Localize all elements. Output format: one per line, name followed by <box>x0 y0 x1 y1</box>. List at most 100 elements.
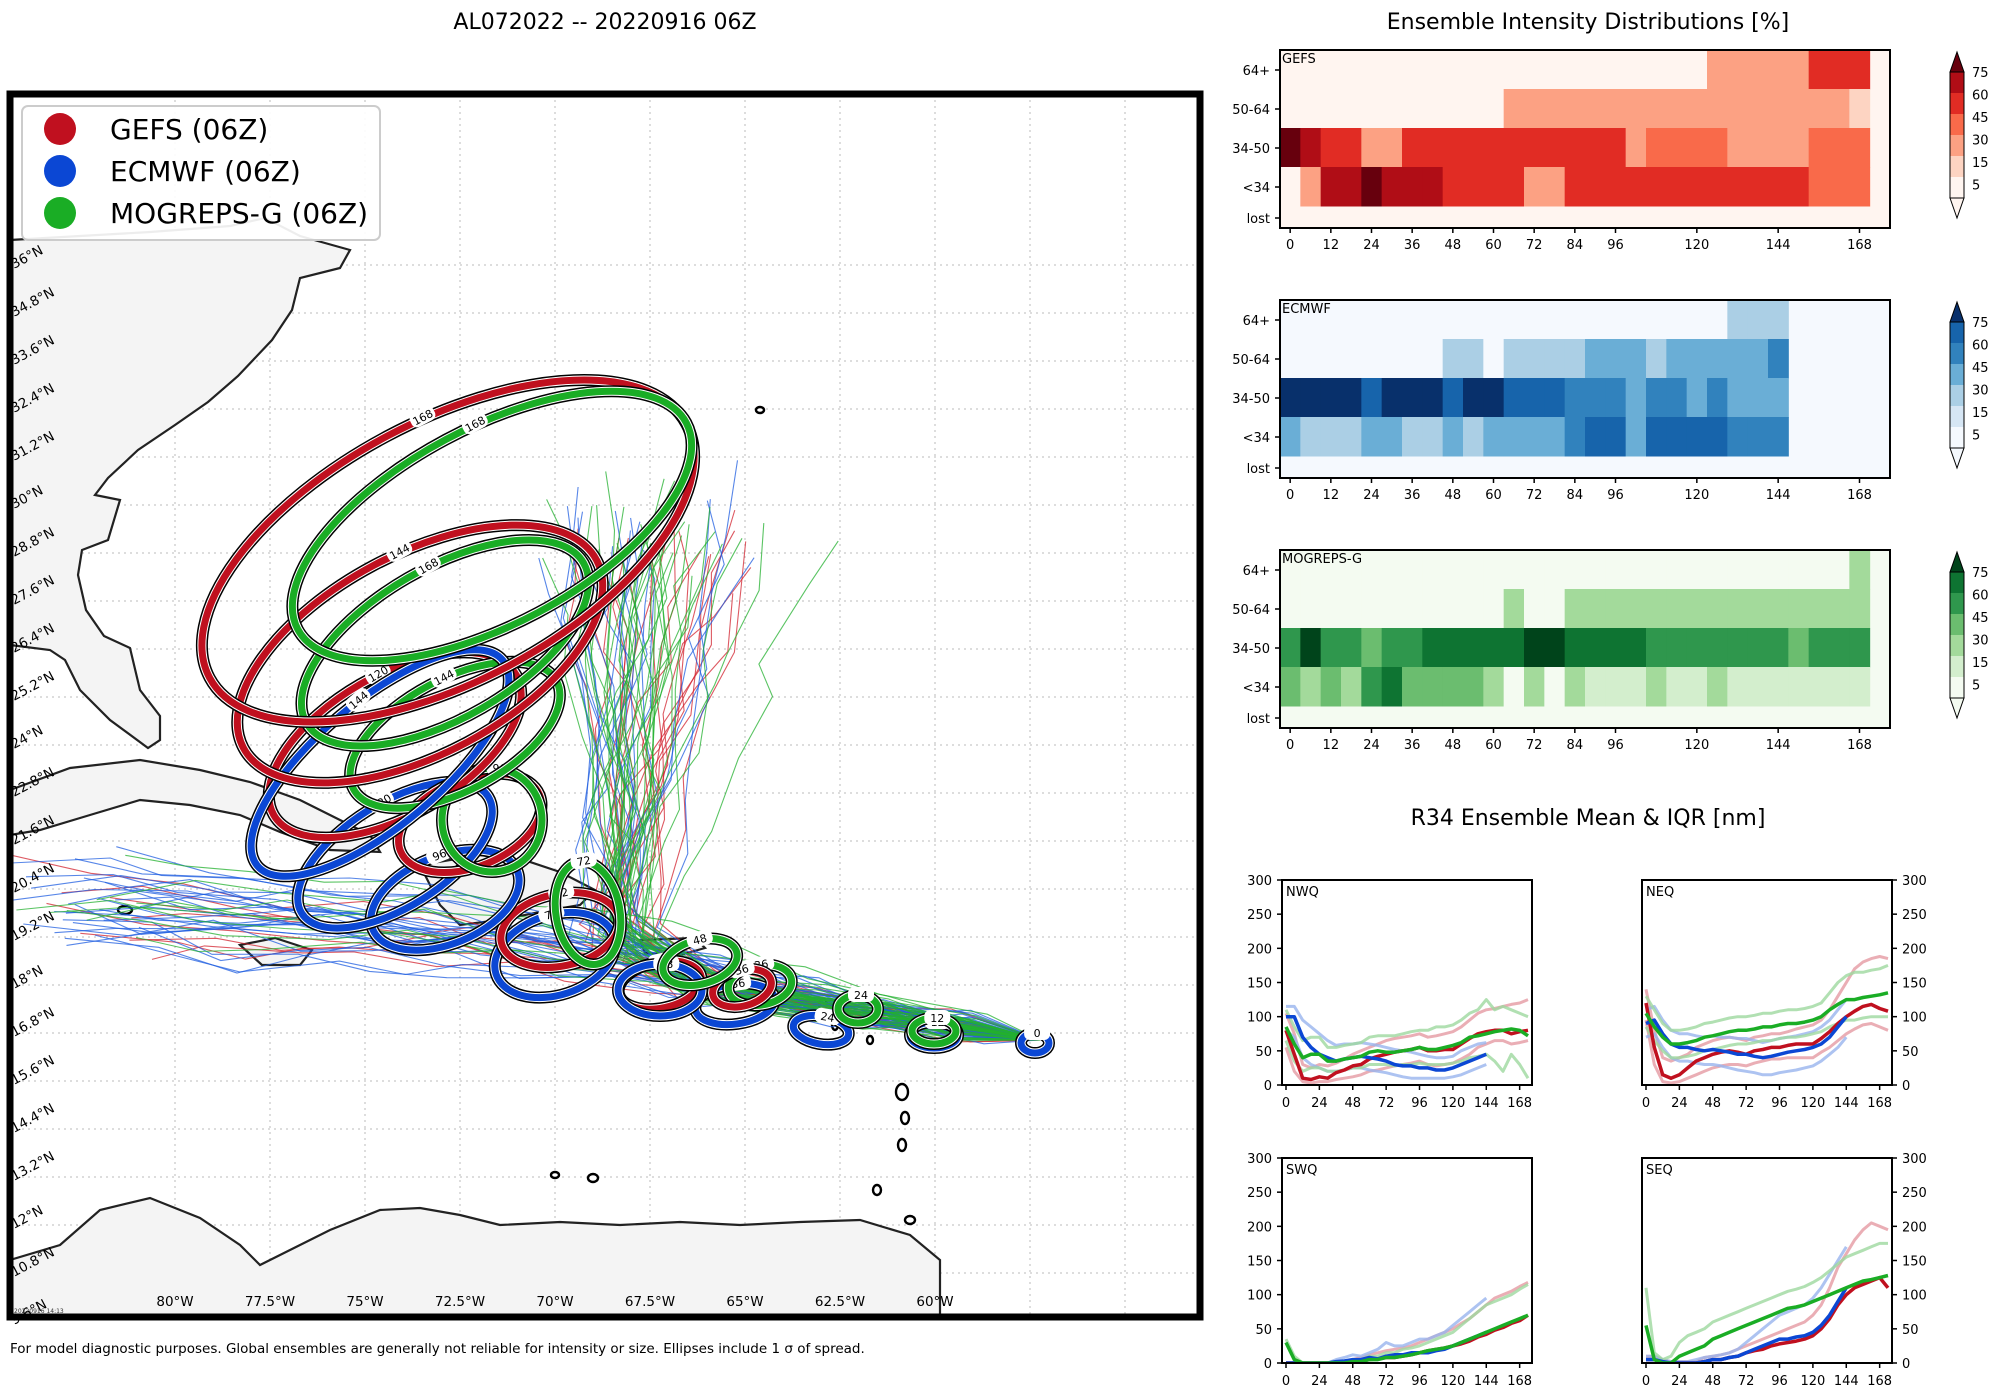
r34-series-line <box>1284 1313 1529 1363</box>
colorbar-segment <box>1950 572 1964 593</box>
heatmap-cell <box>1463 128 1484 168</box>
r34-y-tick-label: 150 <box>1902 977 1927 992</box>
heatmap-cell <box>1585 339 1606 379</box>
heatmap-cell <box>1564 628 1586 668</box>
r34-x-tick-label: 72 <box>1378 1374 1395 1389</box>
r34-y-tick-label: 300 <box>1247 1152 1272 1167</box>
r34-series-line <box>1284 1040 1530 1079</box>
r34-series-line <box>1644 1015 1888 1060</box>
heatmap-cell <box>1341 378 1362 418</box>
colorbar-bottom-arrow <box>1949 697 1965 720</box>
heatmap-cell <box>1646 50 1667 90</box>
colorbar-tick-label: 75 <box>1972 566 1989 581</box>
heatmap-cell <box>1300 628 1322 668</box>
heatmap-cell <box>1524 667 1545 707</box>
heatmap-cell <box>1666 300 1688 340</box>
heatmap-cell <box>1280 589 1301 629</box>
heatmap-cell <box>1381 339 1403 379</box>
r34-x-tick-label: 24 <box>1671 1374 1688 1389</box>
heatmap-x-tick-label: 168 <box>1847 238 1872 253</box>
heatmap-category-label: 64+ <box>1243 564 1270 579</box>
heatmap-cell <box>1788 550 1810 590</box>
heatmap-cell <box>1564 589 1586 629</box>
heatmap-cell <box>1544 550 1566 590</box>
heatmap-cell <box>1707 128 1728 168</box>
ellipse-ring <box>288 387 696 665</box>
heatmap-cell <box>1808 589 1830 629</box>
heatmap-cell <box>1524 167 1545 207</box>
colorbar-tick-label: 60 <box>1972 339 1989 354</box>
colorbar-tick-label: 5 <box>1972 679 1980 694</box>
r34-x-tick-label: 120 <box>1800 1096 1825 1111</box>
colorbar-top-arrow <box>1949 50 1965 73</box>
heatmap-cell <box>1361 300 1383 340</box>
heatmap-cell <box>1280 128 1301 168</box>
heatmap-cell <box>1544 339 1566 379</box>
heatmap-category-label: 64+ <box>1243 314 1270 329</box>
r34-x-tick-label: 24 <box>1311 1096 1328 1111</box>
heatmap-x-tick-label: 96 <box>1607 738 1624 753</box>
colorbar-bottom-arrow <box>1949 197 1965 220</box>
colorbar-segment <box>1950 72 1964 93</box>
heatmap-cell <box>1300 128 1322 168</box>
heatmap-cell <box>1402 589 1423 629</box>
heatmap-cell <box>1788 667 1810 707</box>
heatmap-cell <box>1503 50 1525 90</box>
heatmap-cell <box>1361 89 1383 129</box>
heatmap-cell <box>1768 300 1789 340</box>
r34-panel-swq: SWQ 300 250 200 150 100 50 00 24 48 72 96 120 144 168 <box>1247 1152 1533 1389</box>
heatmap-cell <box>1625 550 1647 590</box>
heatmap-cell <box>1503 300 1525 340</box>
heatmap-cell <box>1829 667 1850 707</box>
heatmap-cell <box>1320 589 1342 629</box>
heatmap-x-tick-label: 48 <box>1445 238 1462 253</box>
heatmap-cell <box>1605 167 1627 207</box>
heatmap-cell <box>1747 378 1769 418</box>
heatmap-cell <box>1747 667 1769 707</box>
longitude-label: 67.5°W <box>625 1294 675 1310</box>
heatmap-cell <box>1666 417 1688 457</box>
heatmap-cell <box>1422 667 1444 707</box>
heatmap-cell <box>1585 300 1606 340</box>
heatmap-cell <box>1463 300 1484 340</box>
heatmap-cell <box>1585 378 1606 418</box>
r34-y-tick-label: 50 <box>1902 1323 1919 1338</box>
r34-y-tick-label: 200 <box>1902 1220 1927 1235</box>
colorbar-tick-label: 45 <box>1972 611 1989 626</box>
heatmap-cell <box>1564 300 1586 340</box>
r34-series-line <box>1286 1296 1488 1363</box>
colorbar-tick-label: 45 <box>1972 111 1989 126</box>
r34-x-tick-label: 96 <box>1771 1096 1788 1111</box>
colorbar-tick-label: 15 <box>1972 406 1989 421</box>
r34-panel-seq: SEQ 300 250 200 150 100 50 0 0 24 48 72 96 120 144 168 <box>1641 1152 1927 1389</box>
colorbar-tick-label: 30 <box>1972 634 1989 649</box>
heatmap-cell <box>1422 589 1444 629</box>
heatmap-cell <box>1727 89 1749 129</box>
heatmap-category-label: 34-50 <box>1232 642 1270 657</box>
r34-x-tick-label: 48 <box>1704 1374 1721 1389</box>
heatmap-cell <box>1686 300 1708 340</box>
r34-x-tick-label: 96 <box>1411 1374 1428 1389</box>
heatmap-cell <box>1402 50 1423 90</box>
heatmap-cell <box>1849 128 1871 168</box>
colorbar-tick-label: 75 <box>1972 66 1989 81</box>
heatmap-cell <box>1544 300 1566 340</box>
colorbar-segment <box>1950 322 1964 343</box>
r34-x-tick-label: 168 <box>1867 1374 1892 1389</box>
heatmap-cell <box>1361 378 1383 418</box>
colorbar-tick-label: 30 <box>1972 134 1989 149</box>
r34-series-line <box>1284 998 1529 1070</box>
heatmap-x-tick-label: 24 <box>1363 738 1380 753</box>
heatmap-cell <box>1666 378 1688 418</box>
r34-x-tick-label: 72 <box>1738 1374 1755 1389</box>
colorbar-tick-label: 60 <box>1972 89 1989 104</box>
heatmap-cell <box>1625 378 1647 418</box>
map-legend: GEFS (06Z) ECMWF (06Z) MOGREPS-G (06Z) <box>21 105 381 241</box>
ensemble-track <box>602 552 1041 1041</box>
r34-series-group <box>1284 998 1530 1085</box>
heatmap-x-tick-label: 72 <box>1526 738 1543 753</box>
heatmap-cell <box>1747 589 1769 629</box>
heatmap-cell <box>1829 50 1850 90</box>
heatmap-cell <box>1300 667 1322 707</box>
colorbar-segment <box>1950 593 1964 614</box>
